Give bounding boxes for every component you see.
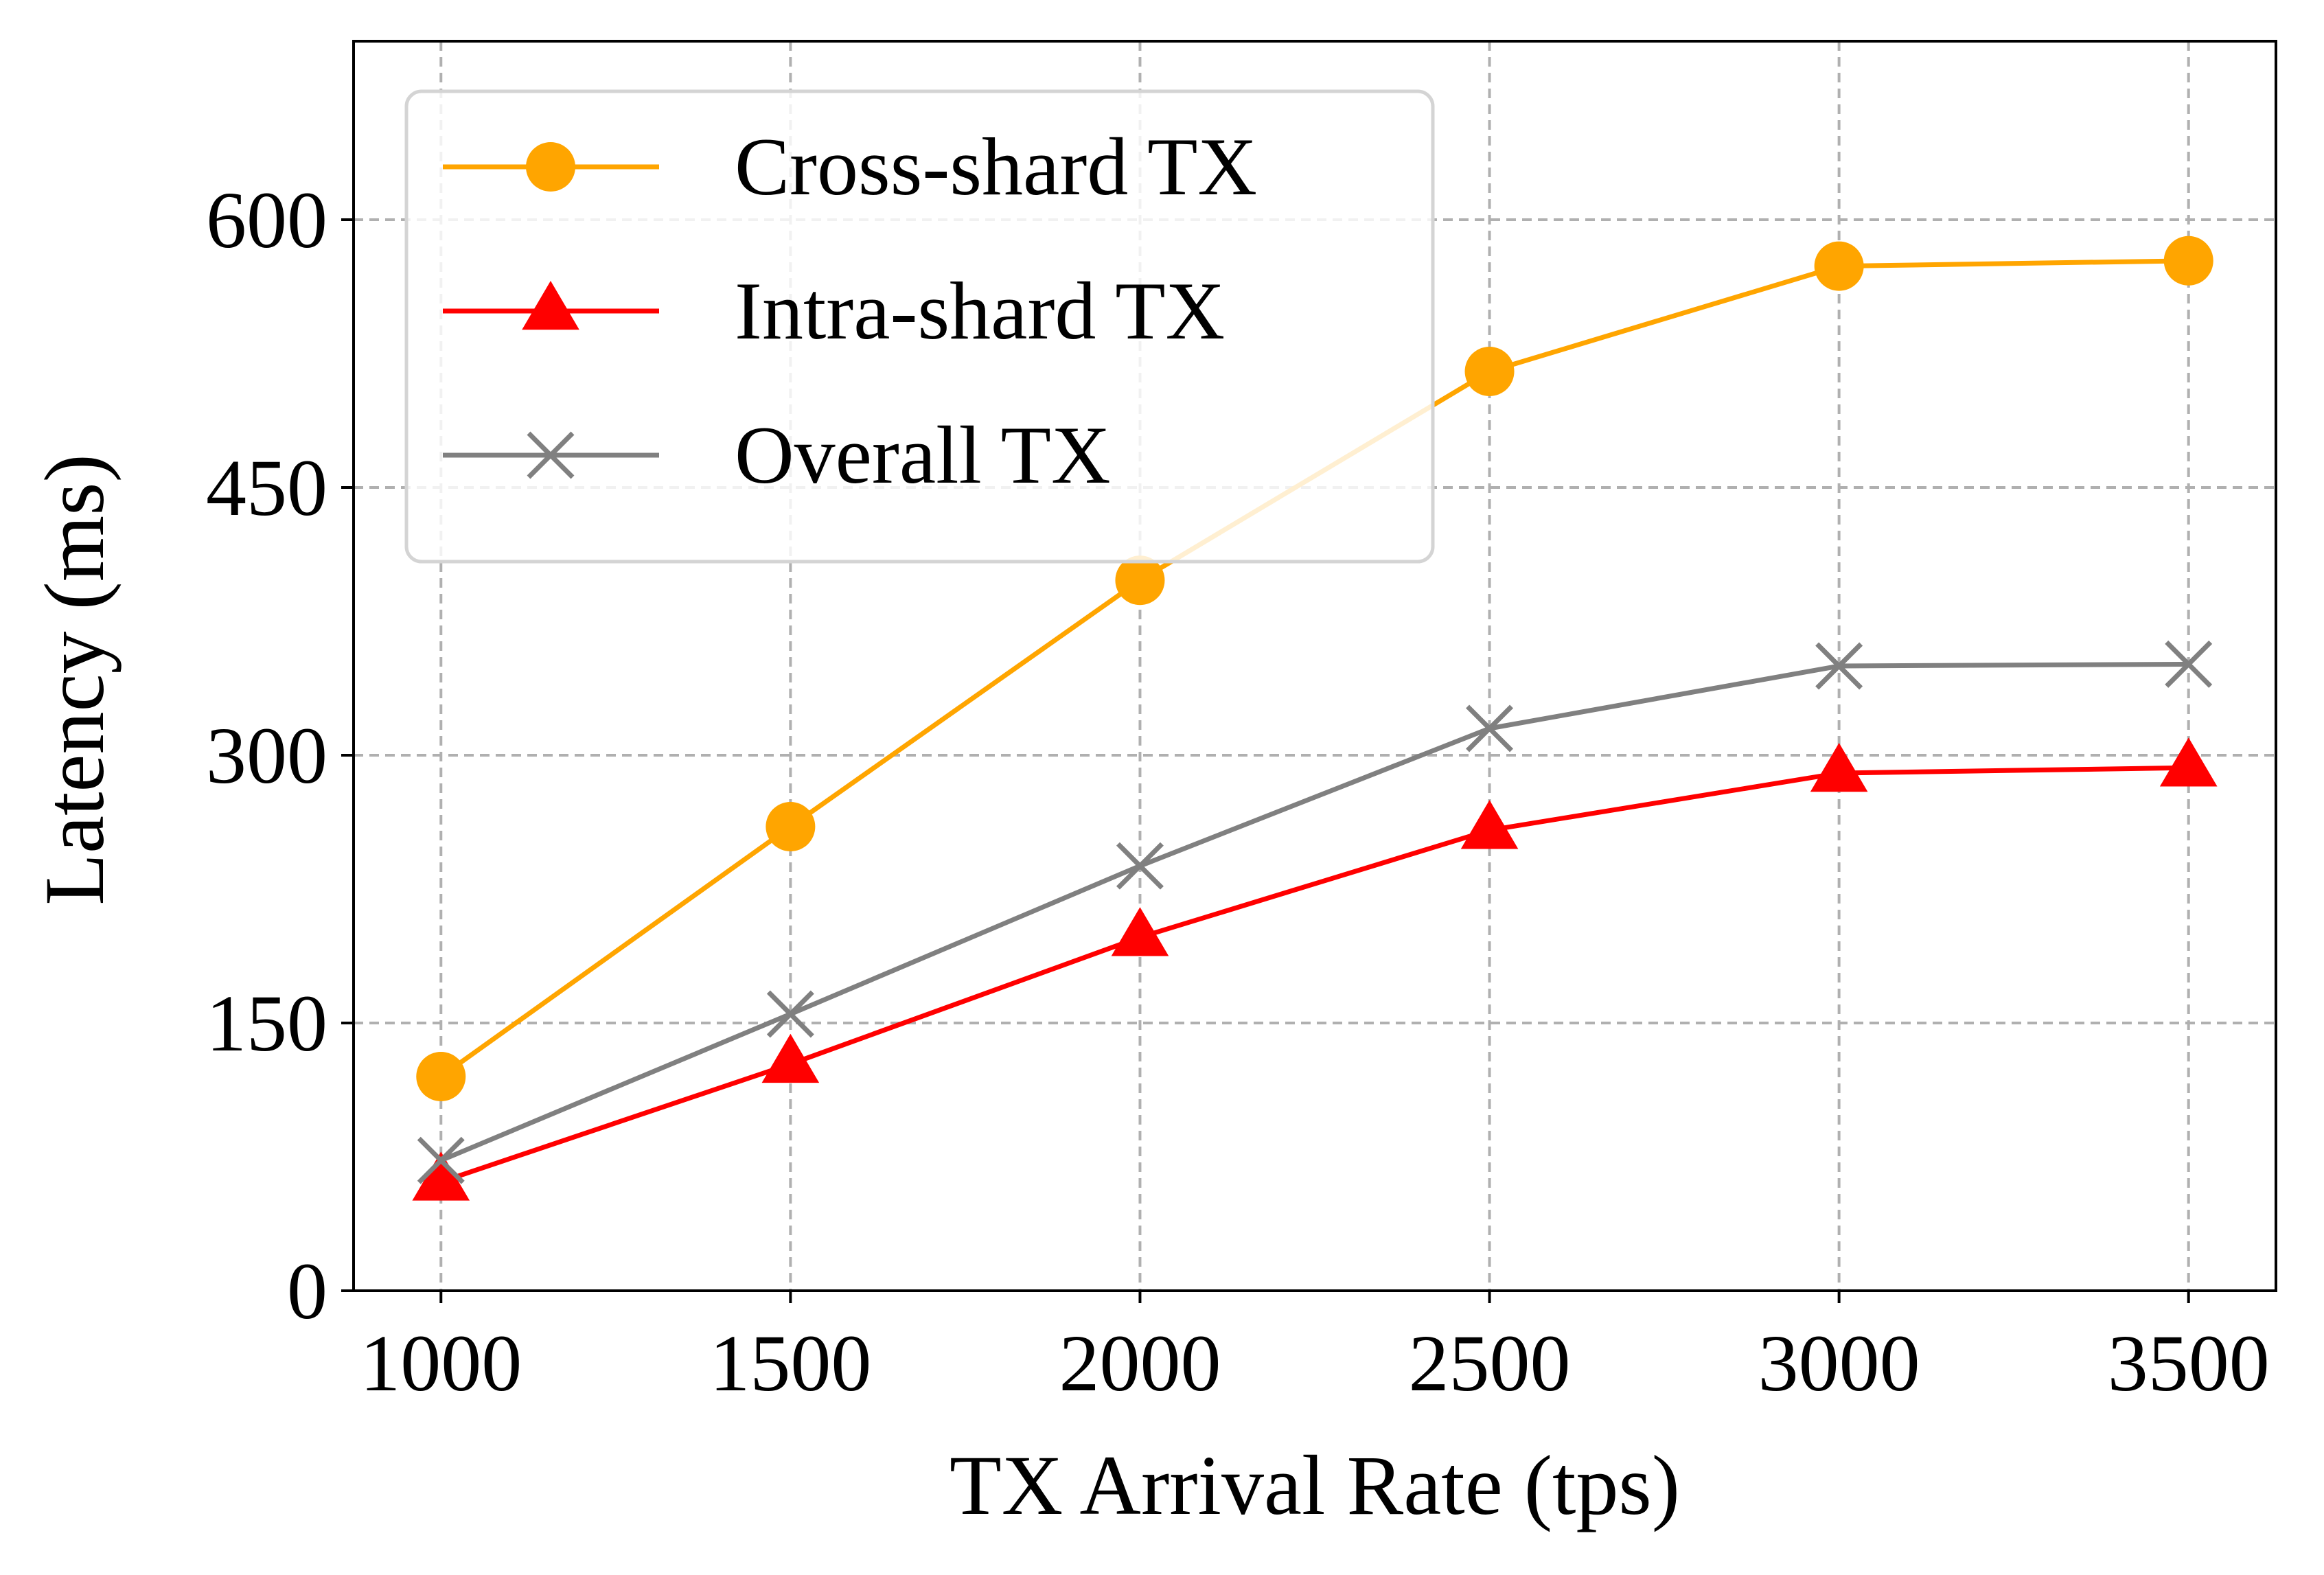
data-point-cross-shard-tx [416,1052,466,1101]
series-overall-tx [417,640,2213,1184]
data-point-overall-tx [417,1136,465,1184]
legend-item-intra-shard-tx: Intra-shard TX [443,265,1225,356]
axis-ticks: 1000 1500 2000 2500 3000 3500 0 150 300 450 600 [206,175,2270,1408]
series-line-intra-shard-tx [440,765,2189,1184]
y-tick-label: 0 [287,1246,327,1336]
x-tick-label: 3000 [1758,1318,1920,1408]
legend-item-overall-tx: Overall TX [443,409,1111,501]
legend-marker [527,431,575,479]
y-tick-label: 600 [206,175,327,265]
plot-frame [352,40,2277,1292]
series-intra-shard-tx [412,737,2218,1201]
x-tick-label: 2000 [1059,1318,1221,1408]
data-point-overall-tx [2165,640,2213,688]
x-axis-label: TX Arrival Rate (tps) [950,1438,1680,1532]
legend: Cross-shard TX Intra-shard TX Overall TX [404,89,1435,564]
legend-marker [522,281,579,330]
legend-label: Intra-shard TX [735,265,1225,356]
data-point-overall-tx [1466,704,1514,752]
data-point-cross-shard-tx [2163,235,2213,286]
x-tick-label: 1000 [360,1318,522,1408]
x-tick-label: 3500 [2108,1318,2270,1408]
data-point-overall-tx [766,990,814,1038]
y-axis-label: Latency (ms) [27,454,122,906]
legend-item-cross-shard-tx: Cross-shard TX [443,121,1257,212]
data-point-intra-shard-tx [761,1033,820,1083]
legend-label: Overall TX [735,409,1111,501]
legend-marker [526,142,575,192]
data-point-overall-tx [1815,642,1863,690]
legend-label: Cross-shard TX [735,121,1257,212]
legend-box [404,89,1435,564]
series-layer [412,235,2218,1201]
data-point-cross-shard-tx [1814,241,1864,291]
y-tick-label: 150 [206,978,327,1068]
data-point-intra-shard-tx [2159,737,2218,787]
data-point-cross-shard-tx [766,802,816,851]
data-point-cross-shard-tx [1115,555,1165,606]
data-point-intra-shard-tx [1460,800,1519,849]
y-tick-label: 450 [206,443,327,533]
x-tick-label: 1500 [709,1318,871,1408]
data-point-overall-tx [1116,842,1164,890]
data-point-intra-shard-tx [1111,907,1169,956]
series-line-overall-tx [439,661,2189,1163]
data-point-intra-shard-tx [412,1151,470,1201]
y-tick-label: 300 [206,711,327,801]
data-point-cross-shard-tx [1464,347,1515,396]
x-tick-label: 2500 [1409,1318,1571,1408]
data-point-intra-shard-tx [1810,743,1868,792]
